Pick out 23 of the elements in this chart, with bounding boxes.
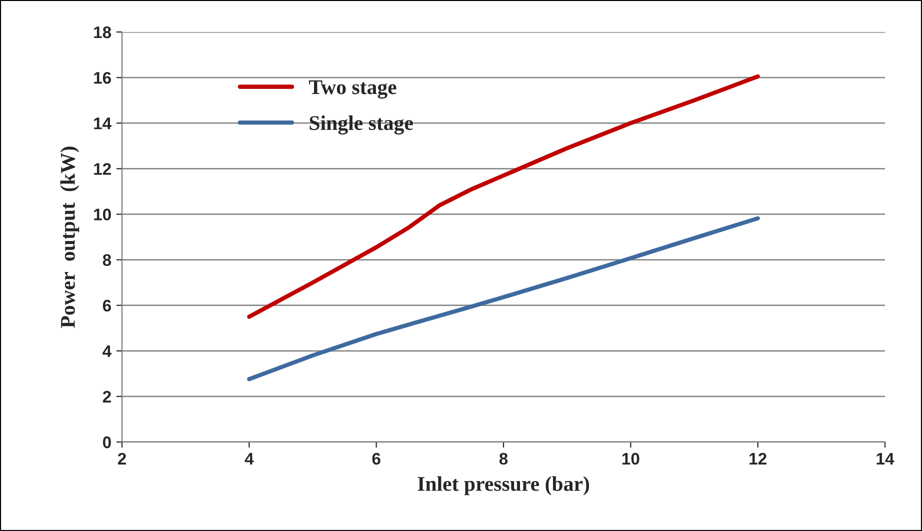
x-axis-title: Inlet pressure (bar) [418, 476, 590, 496]
line-series [247, 216, 760, 382]
x-tick-label: 14 [876, 453, 894, 464]
x-tick-label: 8 [499, 452, 508, 465]
y-tick-label: 16 [94, 72, 111, 84]
y-tick-label: 6 [102, 300, 111, 312]
y-tick-label: 2 [102, 390, 111, 402]
y-tick-label: 14 [94, 118, 112, 130]
y-axis-title: Power output (kW) [60, 146, 80, 328]
line-series [247, 74, 760, 319]
legend-label: Single stage [310, 115, 413, 134]
legend-label: Two stage [309, 80, 396, 99]
y-tick-label: 12 [94, 163, 111, 175]
x-tick-label: 10 [622, 452, 640, 465]
y-tick-label: 10 [94, 208, 111, 220]
x-tick-label: 12 [750, 452, 766, 464]
x-tick-label: 6 [372, 452, 380, 465]
y-tick-label: 0 [102, 436, 111, 448]
y-tick-label: 8 [102, 254, 112, 266]
x-tick-label: 2 [118, 452, 126, 464]
y-tick-label: 18 [94, 26, 112, 38]
y-tick-label: 4 [102, 345, 112, 357]
x-tick-label: 4 [244, 453, 254, 464]
